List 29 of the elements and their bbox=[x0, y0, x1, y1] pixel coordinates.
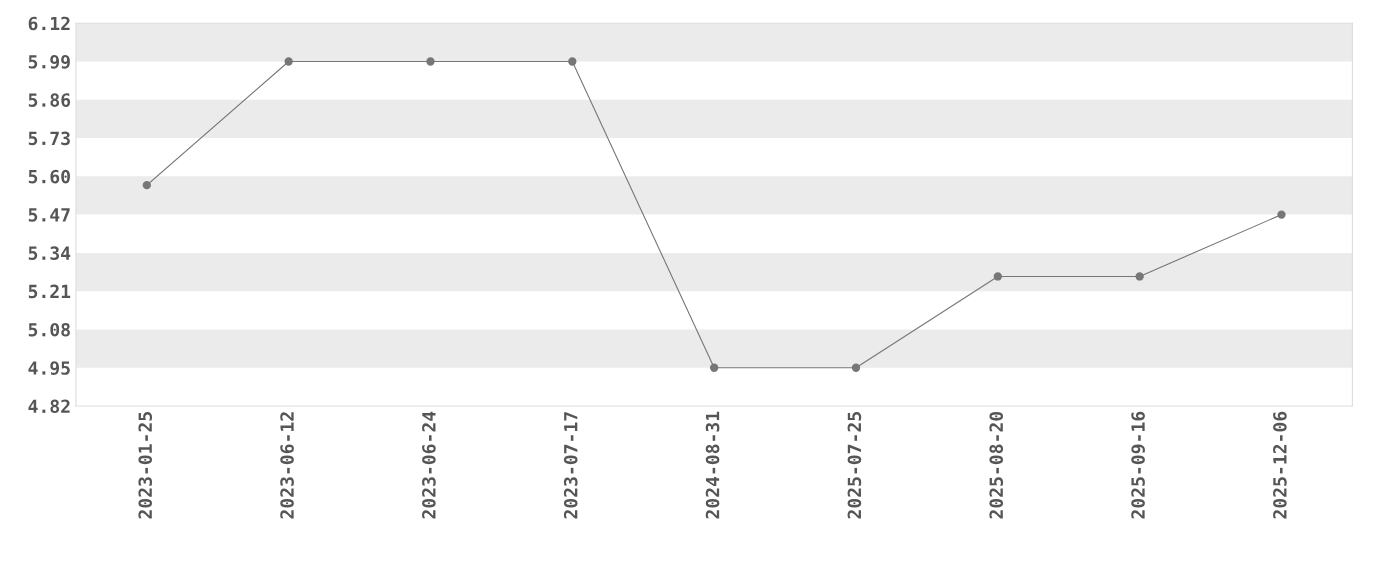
point bbox=[142, 180, 151, 190]
x-tick-label: 2023-06-12 bbox=[280, 412, 294, 519]
point bbox=[568, 57, 577, 66]
y-tick-label: 4.95 bbox=[28, 361, 70, 375]
point bbox=[284, 57, 293, 66]
y-tick-label: 5.47 bbox=[28, 208, 70, 222]
point bbox=[426, 57, 435, 66]
x-tick-label: 2025-08-20 bbox=[989, 411, 1004, 519]
y-tick-label: 5.86 bbox=[28, 93, 71, 107]
x-tick-label: 2024-08-31 bbox=[705, 411, 720, 519]
y-tick-label: 4.82 bbox=[28, 399, 70, 414]
y-tick-label: 5.73 bbox=[28, 131, 70, 146]
point bbox=[709, 363, 719, 372]
point bbox=[1277, 210, 1286, 219]
x-tick-label: 2023-07-17 bbox=[563, 412, 578, 519]
point bbox=[1135, 272, 1144, 281]
x-tick-label: 2023-01-25 bbox=[138, 412, 153, 519]
x-tick-label: 2025-07-25 bbox=[847, 412, 862, 519]
x-tick-label: 2025-12-06 bbox=[1273, 411, 1287, 519]
x-tick-label: 2025-09-16 bbox=[1131, 411, 1145, 519]
x-tick-label: 2023-06-24 bbox=[422, 411, 436, 519]
y-tick-label: 5.60 bbox=[28, 169, 70, 184]
y-tick-label: 6.12 bbox=[28, 16, 70, 31]
point bbox=[993, 272, 1002, 281]
y-tick-label: 5.99 bbox=[28, 55, 70, 69]
y-tick-label: 5.08 bbox=[28, 322, 70, 337]
point bbox=[851, 363, 861, 372]
y-tick-label: 5.21 bbox=[28, 284, 71, 299]
y-tick-label: 5.34 bbox=[28, 246, 71, 260]
